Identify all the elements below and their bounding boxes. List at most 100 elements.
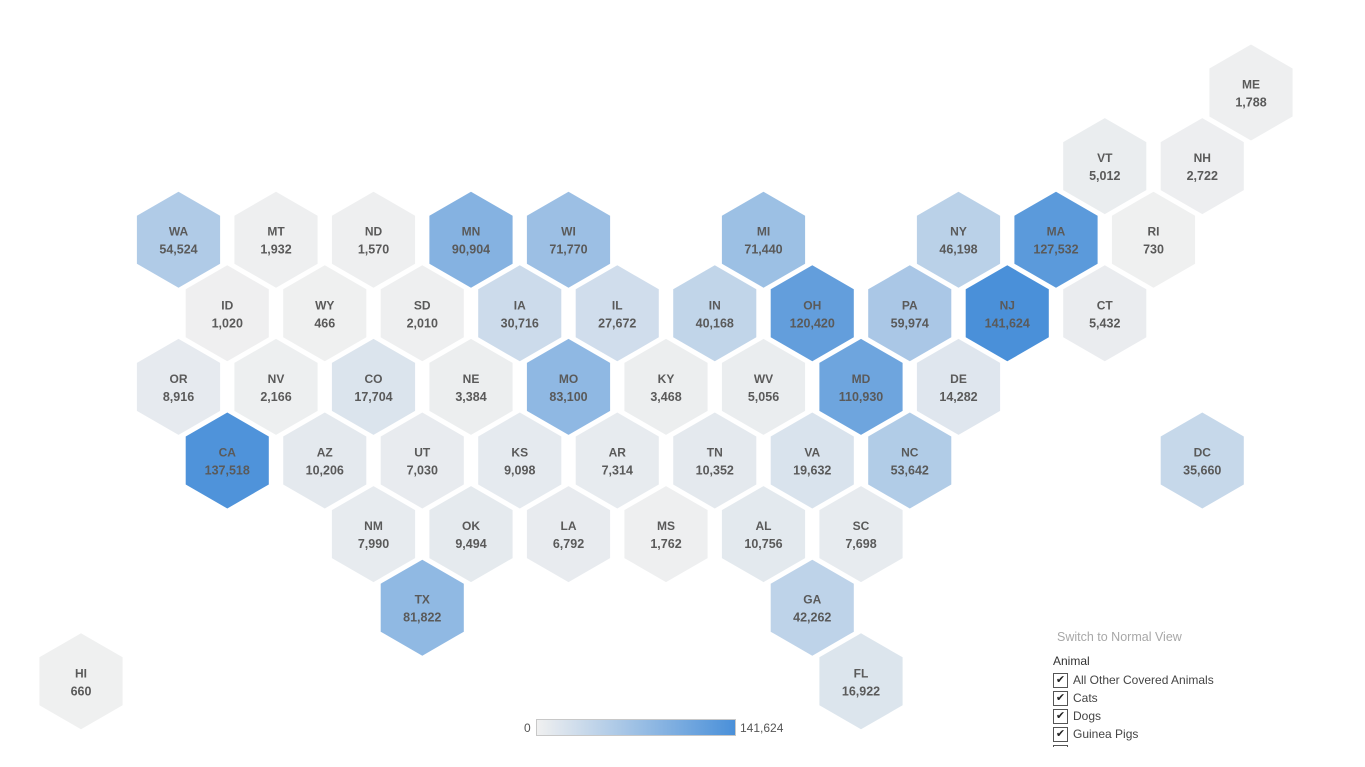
- state-hex-shape[interactable]: [1209, 44, 1293, 141]
- state-hex-shape[interactable]: [185, 265, 269, 362]
- state-hex-shape[interactable]: [770, 412, 854, 509]
- state-hex-shape[interactable]: [1014, 191, 1098, 288]
- state-hex-ca[interactable]: CA 137,518: [185, 412, 269, 509]
- state-hex-shape[interactable]: [770, 559, 854, 656]
- state-hex-shape[interactable]: [380, 265, 464, 362]
- state-hex-shape[interactable]: [526, 338, 611, 435]
- state-hex-mo[interactable]: MO 83,100: [526, 338, 611, 435]
- animal-filter-option[interactable]: ✔ All Other Covered Animals: [1053, 671, 1253, 689]
- state-hex-az[interactable]: AZ 10,206: [283, 412, 367, 509]
- state-hex-shape[interactable]: [526, 191, 611, 288]
- state-hex-shape[interactable]: [478, 265, 562, 362]
- state-hex-la[interactable]: LA 6,792: [526, 486, 611, 583]
- state-hex-shape[interactable]: [185, 412, 269, 509]
- state-hex-ri[interactable]: RI 730: [1111, 191, 1196, 288]
- state-hex-il[interactable]: IL 27,672: [575, 265, 659, 362]
- state-hex-shape[interactable]: [380, 559, 464, 656]
- state-hex-nm[interactable]: NM 7,990: [331, 486, 416, 583]
- state-hex-shape[interactable]: [721, 486, 806, 583]
- state-hex-shape[interactable]: [526, 486, 611, 583]
- state-hex-shape[interactable]: [478, 412, 562, 509]
- state-hex-ma[interactable]: MA 127,532: [1014, 191, 1098, 288]
- state-hex-shape[interactable]: [916, 338, 1001, 435]
- state-hex-shape[interactable]: [136, 191, 221, 288]
- state-hex-wv[interactable]: WV 5,056: [721, 338, 806, 435]
- state-hex-ct[interactable]: CT 5,432: [1063, 265, 1147, 362]
- state-hex-ny[interactable]: NY 46,198: [916, 191, 1001, 288]
- state-hex-shape[interactable]: [868, 265, 952, 362]
- state-hex-shape[interactable]: [965, 265, 1049, 362]
- state-hex-me[interactable]: ME 1,788: [1209, 44, 1293, 141]
- state-hex-wi[interactable]: WI 71,770: [526, 191, 611, 288]
- state-hex-ne[interactable]: NE 3,384: [429, 338, 513, 435]
- state-hex-shape[interactable]: [283, 412, 367, 509]
- state-hex-ut[interactable]: UT 7,030: [380, 412, 464, 509]
- state-hex-shape[interactable]: [1160, 118, 1244, 215]
- state-hex-shape[interactable]: [429, 486, 513, 583]
- state-hex-shape[interactable]: [331, 338, 416, 435]
- state-hex-shape[interactable]: [721, 338, 806, 435]
- animal-filter-option[interactable]: ✔ Guinea Pigs: [1053, 725, 1253, 743]
- state-hex-shape[interactable]: [429, 338, 513, 435]
- state-hex-shape[interactable]: [1063, 118, 1147, 215]
- state-hex-shape[interactable]: [575, 412, 659, 509]
- state-hex-hi[interactable]: HI 660: [39, 633, 123, 730]
- state-hex-pa[interactable]: PA 59,974: [868, 265, 952, 362]
- state-hex-oh[interactable]: OH 120,420: [770, 265, 854, 362]
- animal-filter-option[interactable]: ✔: [1053, 743, 1253, 747]
- state-hex-shape[interactable]: [819, 633, 903, 730]
- state-hex-tx[interactable]: TX 81,822: [380, 559, 464, 656]
- state-hex-shape[interactable]: [624, 486, 708, 583]
- state-hex-shape[interactable]: [1111, 191, 1196, 288]
- state-hex-shape[interactable]: [39, 633, 123, 730]
- state-hex-vt[interactable]: VT 5,012: [1063, 118, 1147, 215]
- state-hex-sc[interactable]: SC 7,698: [819, 486, 903, 583]
- animal-filter-option[interactable]: ✔ Cats: [1053, 689, 1253, 707]
- state-hex-shape[interactable]: [283, 265, 367, 362]
- state-hex-nv[interactable]: NV 2,166: [234, 338, 318, 435]
- state-hex-fl[interactable]: FL 16,922: [819, 633, 903, 730]
- state-hex-shape[interactable]: [331, 191, 416, 288]
- state-hex-in[interactable]: IN 40,168: [673, 265, 757, 362]
- state-hex-shape[interactable]: [575, 265, 659, 362]
- state-hex-ga[interactable]: GA 42,262: [770, 559, 854, 656]
- state-hex-shape[interactable]: [916, 191, 1001, 288]
- state-hex-de[interactable]: DE 14,282: [916, 338, 1001, 435]
- checkbox-icon[interactable]: ✔: [1053, 726, 1068, 742]
- state-hex-shape[interactable]: [380, 412, 464, 509]
- state-hex-ok[interactable]: OK 9,494: [429, 486, 513, 583]
- state-hex-tn[interactable]: TN 10,352: [673, 412, 757, 509]
- state-hex-shape[interactable]: [429, 191, 513, 288]
- state-hex-shape[interactable]: [770, 265, 854, 362]
- state-hex-shape[interactable]: [624, 338, 708, 435]
- state-hex-ks[interactable]: KS 9,098: [478, 412, 562, 509]
- state-hex-al[interactable]: AL 10,756: [721, 486, 806, 583]
- state-hex-nc[interactable]: NC 53,642: [868, 412, 952, 509]
- state-hex-sd[interactable]: SD 2,010: [380, 265, 464, 362]
- state-hex-mi[interactable]: MI 71,440: [721, 191, 806, 288]
- state-hex-wa[interactable]: WA 54,524: [136, 191, 221, 288]
- state-hex-wy[interactable]: WY 466: [283, 265, 367, 362]
- state-hex-shape[interactable]: [1063, 265, 1147, 362]
- state-hex-shape[interactable]: [234, 338, 318, 435]
- state-hex-shape[interactable]: [331, 486, 416, 583]
- state-hex-id[interactable]: ID 1,020: [185, 265, 269, 362]
- state-hex-shape[interactable]: [819, 486, 903, 583]
- state-hex-shape[interactable]: [136, 338, 221, 435]
- checkbox-icon[interactable]: ✔: [1053, 744, 1068, 747]
- state-hex-va[interactable]: VA 19,632: [770, 412, 854, 509]
- state-hex-shape[interactable]: [721, 191, 806, 288]
- state-hex-shape[interactable]: [868, 412, 952, 509]
- state-hex-ia[interactable]: IA 30,716: [478, 265, 562, 362]
- state-hex-dc[interactable]: DC 35,660: [1160, 412, 1244, 509]
- state-hex-or[interactable]: OR 8,916: [136, 338, 221, 435]
- checkbox-icon[interactable]: ✔: [1053, 672, 1068, 688]
- animal-filter-option[interactable]: ✔ Dogs: [1053, 707, 1253, 725]
- checkbox-icon[interactable]: ✔: [1053, 690, 1068, 706]
- switch-to-normal-view-link[interactable]: Switch to Normal View: [1057, 630, 1182, 644]
- state-hex-md[interactable]: MD 110,930: [819, 338, 903, 435]
- state-hex-shape[interactable]: [234, 191, 318, 288]
- checkbox-icon[interactable]: ✔: [1053, 708, 1068, 724]
- state-hex-shape[interactable]: [819, 338, 903, 435]
- state-hex-mt[interactable]: MT 1,932: [234, 191, 318, 288]
